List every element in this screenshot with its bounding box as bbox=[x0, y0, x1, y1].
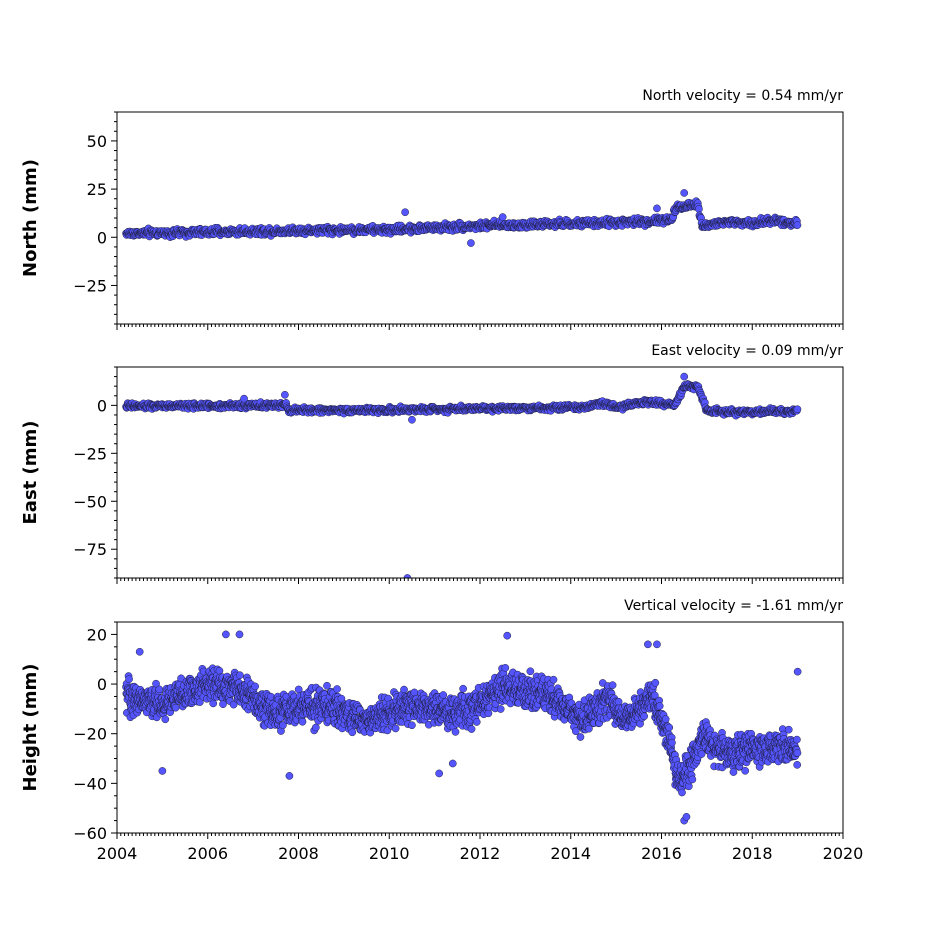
data-point bbox=[125, 675, 133, 684]
data-point-outlier bbox=[401, 208, 409, 217]
north-velocity-annotation: North velocity = 0.54 mm/yr bbox=[642, 88, 843, 104]
y-tick-label: 50 bbox=[87, 132, 107, 151]
y-tick-label: −75 bbox=[73, 540, 107, 559]
data-point bbox=[695, 205, 703, 213]
data-point bbox=[793, 405, 802, 414]
data-point bbox=[294, 685, 303, 694]
data-point bbox=[408, 721, 416, 730]
data-point bbox=[467, 725, 476, 733]
data-point bbox=[171, 703, 180, 712]
north-y-axis-label: North (mm) bbox=[20, 159, 41, 277]
data-point-outlier bbox=[680, 372, 689, 381]
data-point-outlier bbox=[653, 204, 661, 213]
data-point bbox=[640, 712, 649, 721]
data-point-outlier bbox=[408, 415, 416, 424]
data-point bbox=[348, 728, 357, 737]
data-point bbox=[439, 691, 448, 699]
data-point-outlier bbox=[467, 239, 475, 247]
north-points bbox=[122, 189, 802, 247]
data-point bbox=[549, 675, 558, 684]
y-tick-label: 0 bbox=[97, 228, 107, 247]
y-tick-label: 25 bbox=[87, 180, 107, 199]
data-point bbox=[219, 700, 227, 709]
y-tick-label: −25 bbox=[73, 444, 107, 463]
y-tick-label: 0 bbox=[97, 396, 107, 415]
data-point bbox=[311, 723, 320, 732]
east-y-axis-label: East (mm) bbox=[20, 421, 41, 525]
data-point bbox=[526, 667, 535, 676]
data-point bbox=[400, 685, 408, 694]
data-point bbox=[655, 702, 664, 710]
data-point bbox=[155, 685, 164, 694]
data-point bbox=[608, 681, 617, 690]
data-point bbox=[665, 723, 674, 732]
data-point-outlier bbox=[498, 213, 507, 221]
data-point bbox=[152, 679, 160, 688]
east-velocity-annotation: East velocity = 0.09 mm/yr bbox=[651, 343, 843, 359]
data-point bbox=[668, 738, 676, 747]
data-point bbox=[678, 788, 686, 797]
data-point bbox=[229, 700, 238, 709]
east-points bbox=[122, 372, 802, 578]
y-tick-label: −50 bbox=[73, 492, 107, 511]
data-point bbox=[661, 715, 670, 723]
data-point bbox=[215, 666, 224, 675]
data-point bbox=[459, 684, 467, 693]
data-point bbox=[472, 718, 481, 726]
data-point-outlier bbox=[240, 394, 248, 403]
data-point bbox=[209, 699, 218, 708]
data-point bbox=[451, 728, 460, 736]
data-point bbox=[501, 664, 510, 672]
data-point bbox=[298, 717, 307, 726]
data-point bbox=[496, 705, 505, 713]
y-tick-label: −25 bbox=[73, 276, 107, 295]
east-axes-frame bbox=[116, 366, 844, 579]
data-point bbox=[161, 715, 170, 724]
data-point bbox=[251, 682, 259, 691]
data-point-outlier bbox=[680, 189, 689, 197]
data-point-outlier bbox=[403, 574, 412, 578]
data-point bbox=[236, 671, 244, 680]
east-panel: −75 −50 −25 0 East (mm) East velocity = 0.09 … bbox=[20, 343, 844, 584]
data-point bbox=[793, 221, 802, 229]
north-panel: −25 0 25 50 North (mm) North velocity = 0.54 … bbox=[20, 88, 844, 330]
data-point bbox=[651, 678, 660, 687]
height-points bbox=[122, 630, 802, 825]
data-point bbox=[391, 724, 400, 733]
data-point bbox=[576, 733, 585, 741]
data-point-outlier bbox=[281, 390, 289, 399]
data-point bbox=[333, 685, 341, 693]
data-point bbox=[410, 688, 419, 697]
